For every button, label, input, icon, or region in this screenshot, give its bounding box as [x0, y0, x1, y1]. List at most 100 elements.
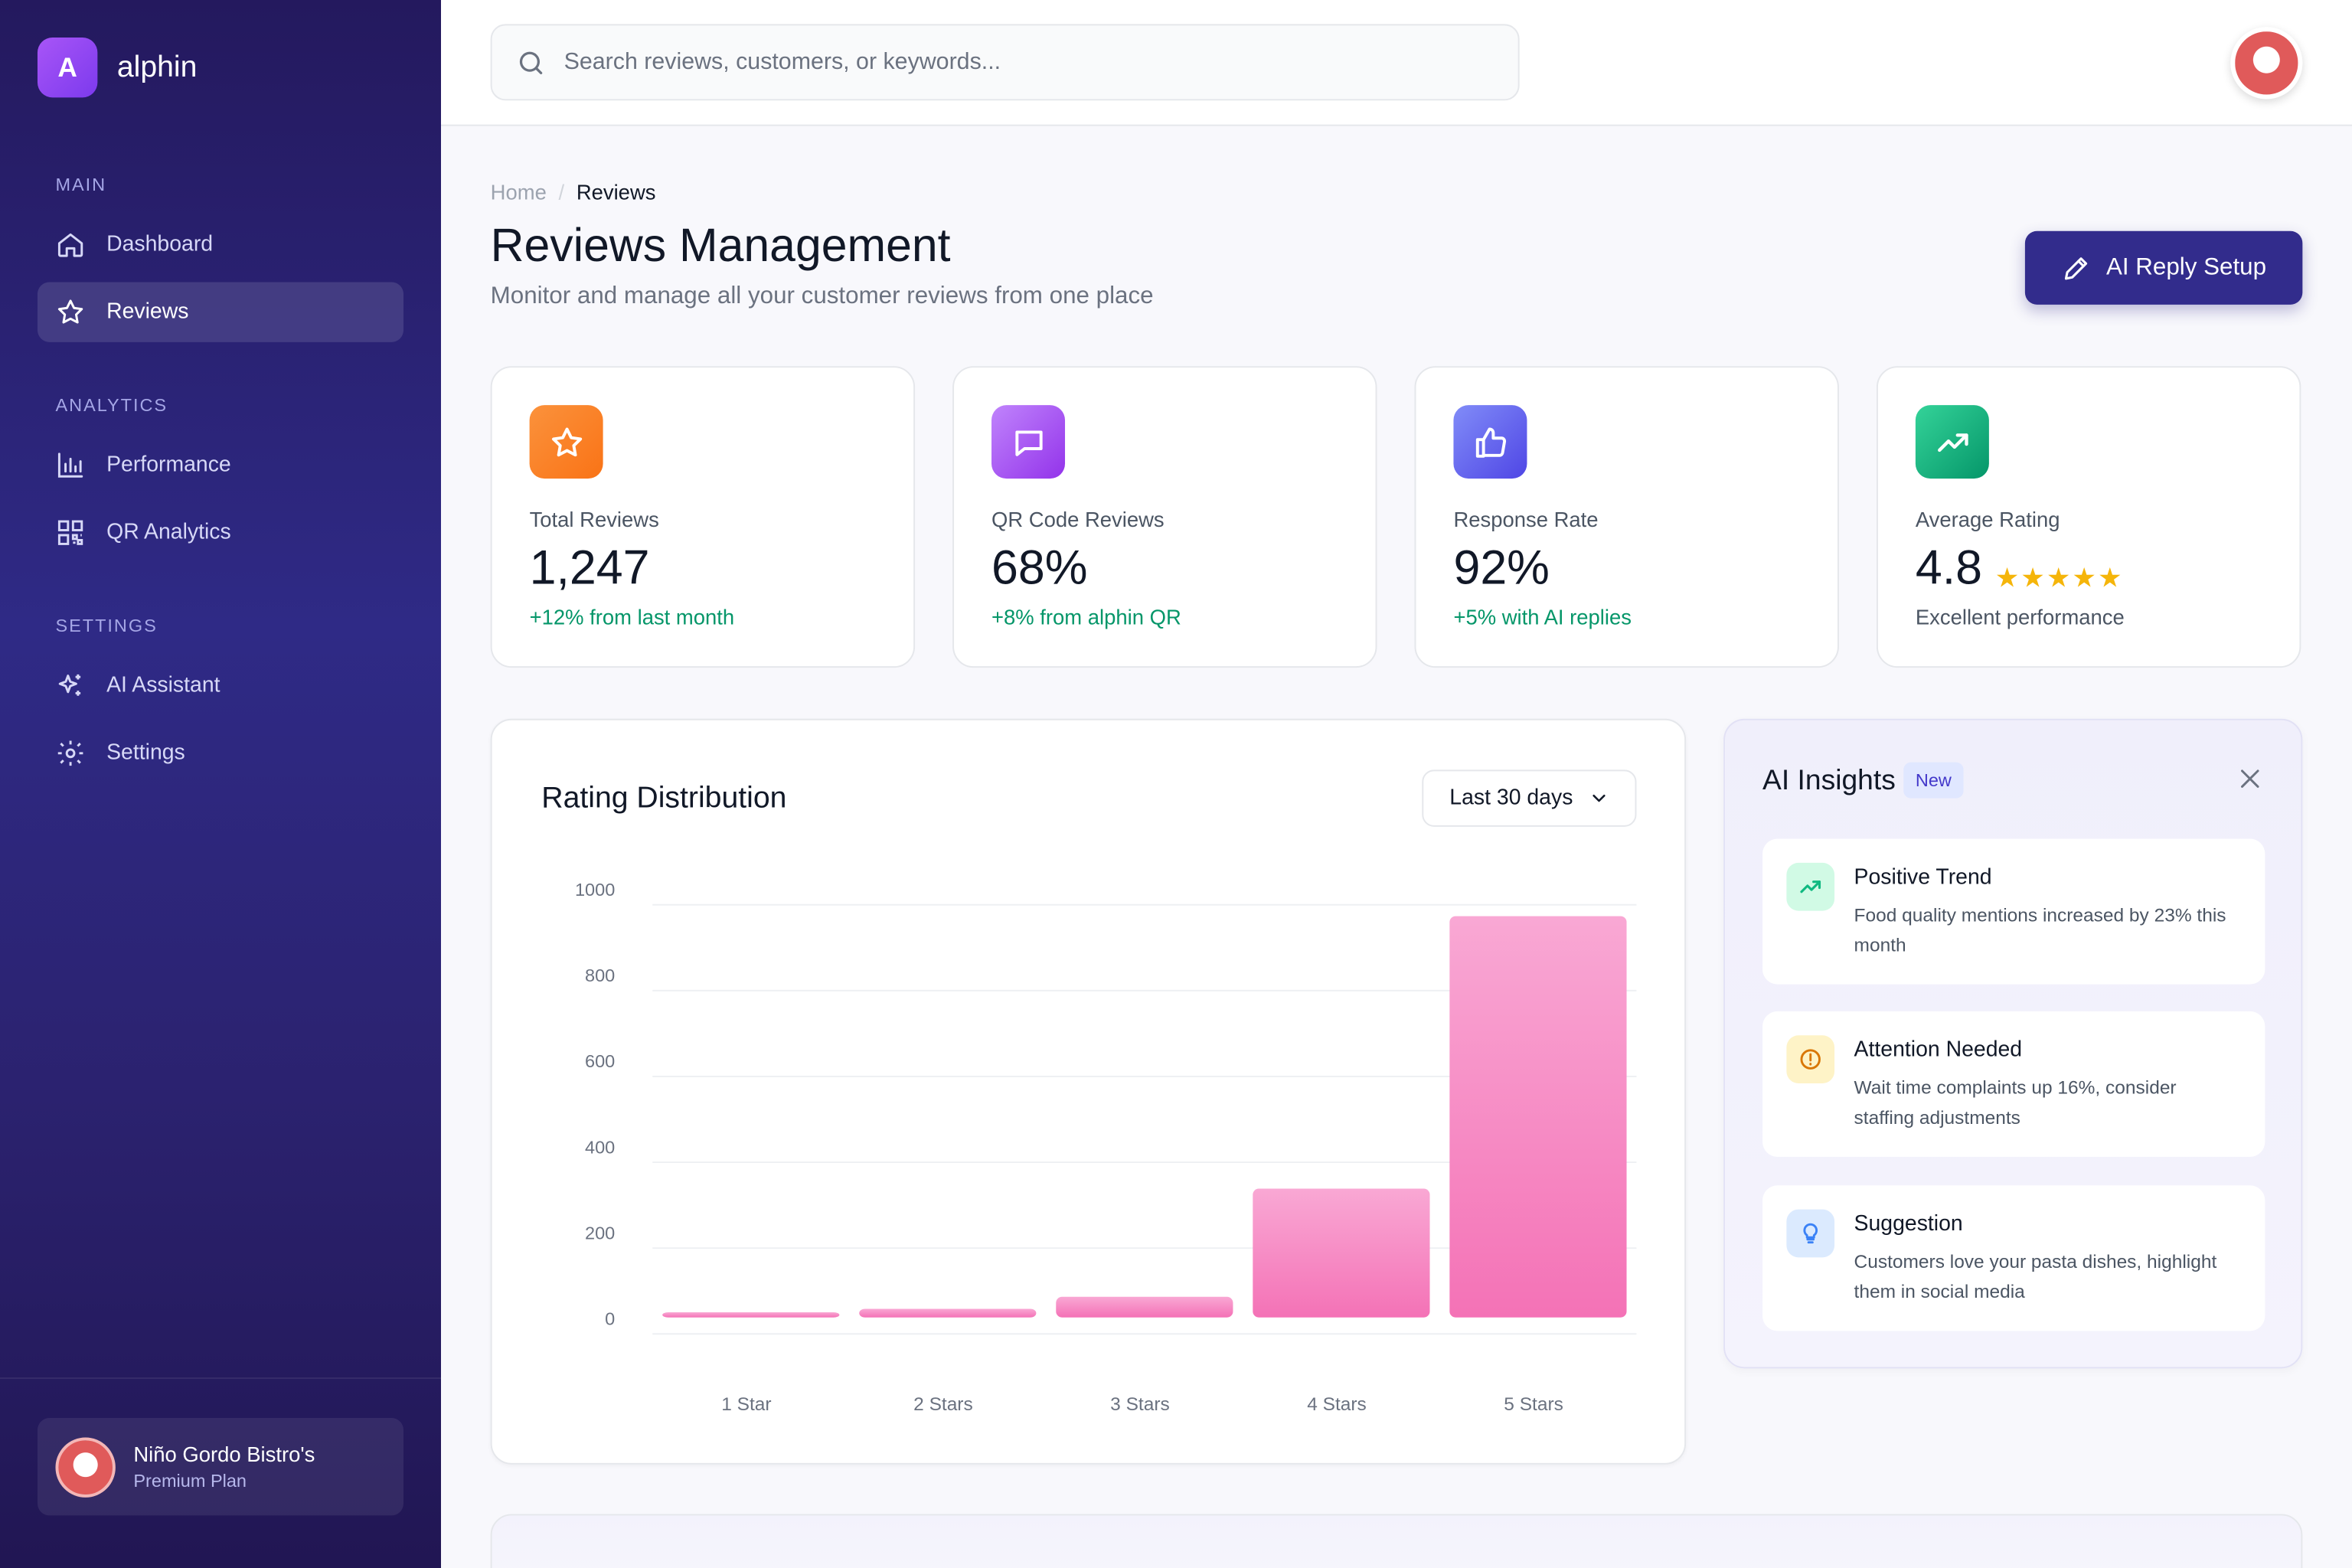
stat-value: 1,247	[529, 540, 650, 595]
insight-text: Wait time complaints up 16%, consider st…	[1854, 1077, 2177, 1129]
sidebar-item-label: AI Assistant	[106, 673, 220, 698]
sidebar-item-label: Reviews	[106, 299, 189, 325]
search-box[interactable]	[490, 24, 1520, 101]
account-name: Niño Gordo Bistro's	[133, 1442, 315, 1466]
page-title: Reviews Management	[490, 219, 951, 272]
stat-card-total-reviews: Total Reviews 1,247 +12% from last month	[490, 366, 916, 668]
qr-code-icon	[57, 520, 83, 545]
stat-note: +12% from last month	[529, 604, 735, 629]
page-subtitle: Monitor and manage all your customer rev…	[490, 283, 1154, 309]
stat-label: Total Reviews	[529, 507, 659, 531]
x-tick-label: 1 Star	[721, 1394, 771, 1415]
stat-label: Response Rate	[1453, 507, 1599, 531]
insight-text: Food quality mentions increased by 23% t…	[1854, 904, 2226, 956]
rating-distribution-chart: 0 200 400 600 800 1000 1 Star 2 Stars 3 Stars 4 S…	[575, 880, 1637, 1415]
reviews-list-card	[490, 1514, 2303, 1568]
sidebar-item-settings[interactable]: Settings	[38, 724, 403, 783]
brand-name: alphin	[116, 50, 198, 83]
ai-reply-setup-label: AI Reply Setup	[2105, 254, 2267, 280]
x-tick-label: 5 Stars	[1504, 1394, 1563, 1415]
bar-chart-icon	[57, 452, 83, 478]
user-avatar[interactable]	[2230, 27, 2303, 100]
rating-distribution-card: Rating Distribution Last 30 days 0 200 400…	[490, 718, 1687, 1465]
bar-2-stars[interactable]	[859, 1308, 1037, 1318]
breadcrumb-current: Reviews	[576, 180, 656, 204]
star-icon	[529, 405, 603, 479]
y-tick-label: 400	[585, 1137, 615, 1157]
gear-icon	[57, 740, 83, 766]
y-tick-label: 800	[585, 965, 615, 985]
date-range-dropdown[interactable]: Last 30 days	[1422, 769, 1637, 827]
bar-4-stars[interactable]	[1253, 1188, 1430, 1318]
date-range-label: Last 30 days	[1449, 786, 1573, 811]
sidebar-item-label: Settings	[106, 741, 185, 766]
pencil-icon	[2065, 256, 2088, 279]
insight-title: Suggestion	[1854, 1212, 1963, 1236]
x-tick-label: 2 Stars	[913, 1394, 973, 1415]
insight-text: Customers love your pasta dishes, highli…	[1854, 1251, 2217, 1303]
home-icon	[57, 233, 83, 257]
search-input[interactable]	[564, 48, 1465, 76]
stat-label: QR Code Reviews	[991, 507, 1165, 531]
bar-5-stars[interactable]	[1449, 916, 1627, 1318]
stat-card-qr-reviews: QR Code Reviews 68% +8% from alphin QR	[952, 366, 1377, 668]
stat-label: Average Rating	[1915, 507, 2060, 531]
chart-title: Rating Distribution	[541, 782, 787, 815]
sparkle-icon	[58, 674, 81, 696]
insight-title: Attention Needed	[1854, 1038, 2023, 1063]
stat-note: Excellent performance	[1915, 604, 2125, 629]
y-tick-label: 1000	[575, 880, 615, 900]
alert-circle-icon	[1786, 1035, 1835, 1083]
account-switcher[interactable]: Niño Gordo Bistro's Premium Plan	[37, 1418, 404, 1516]
stat-card-response-rate: Response Rate 92% +5% with AI replies	[1414, 366, 1839, 668]
stat-value: 4.8	[1915, 540, 1983, 595]
sidebar-item-performance[interactable]: Performance	[38, 435, 403, 495]
section-label-analytics: ANALYTICS	[55, 394, 168, 416]
sidebar-divider	[0, 1377, 442, 1380]
sidebar-item-reviews[interactable]: Reviews	[37, 282, 404, 342]
insight-positive-trend[interactable]: Positive Trend Food quality mentions inc…	[1762, 838, 2265, 985]
stat-note: +5% with AI replies	[1453, 604, 1632, 629]
y-tick-label: 600	[585, 1051, 615, 1071]
section-label-main: MAIN	[55, 174, 107, 195]
x-tick-label: 3 Stars	[1110, 1394, 1170, 1415]
sidebar-item-qr-analytics[interactable]: QR Analytics	[38, 503, 403, 563]
topbar	[441, 0, 2352, 126]
sidebar-item-dashboard[interactable]: Dashboard	[38, 214, 403, 274]
search-icon	[519, 51, 543, 74]
section-label-settings: SETTINGS	[55, 615, 158, 636]
trending-up-icon	[1915, 405, 1989, 479]
thumbs-up-icon	[1453, 405, 1527, 479]
sidebar: A alphin MAIN Dashboard Reviews ANALYTIC…	[0, 0, 442, 1568]
stat-value: 68%	[991, 540, 1088, 595]
sidebar-item-label: Performance	[106, 452, 231, 478]
x-tick-label: 4 Stars	[1307, 1394, 1367, 1415]
y-tick-label: 0	[605, 1309, 615, 1329]
sidebar-item-ai-assistant[interactable]: AI Assistant	[38, 655, 403, 715]
avatar	[55, 1436, 116, 1497]
lightbulb-icon	[1786, 1209, 1835, 1258]
new-badge: New	[1903, 762, 1964, 799]
stat-value: 92%	[1453, 540, 1550, 595]
ai-insights-panel: AI Insights New Positive Trend Food qual…	[1723, 718, 2303, 1369]
bar-1-star[interactable]	[662, 1312, 840, 1318]
insight-suggestion[interactable]: Suggestion Customers love your pasta dis…	[1762, 1185, 2265, 1331]
insight-title: Positive Trend	[1854, 865, 1992, 890]
insights-title: AI Insights	[1762, 765, 1896, 797]
insight-attention-needed[interactable]: Attention Needed Wait time complaints up…	[1762, 1011, 2265, 1158]
close-icon[interactable]	[2236, 766, 2263, 792]
brand-logo: A	[37, 37, 98, 98]
breadcrumb-home[interactable]: Home	[490, 180, 547, 204]
breadcrumb: Home / Reviews	[491, 180, 656, 204]
bar-3-stars[interactable]	[1056, 1296, 1233, 1318]
stat-note: +8% from alphin QR	[991, 604, 1181, 629]
trending-up-icon	[1786, 862, 1835, 911]
chat-bubble-icon	[991, 405, 1066, 479]
brand[interactable]: A alphin	[37, 37, 198, 98]
rating-stars: ★★★★★	[1994, 562, 2124, 593]
ai-reply-setup-button[interactable]: AI Reply Setup	[2024, 230, 2303, 305]
stat-card-average-rating: Average Rating 4.8 ★★★★★ Excellent perfo…	[1876, 366, 2301, 668]
chevron-down-icon	[1592, 794, 1605, 802]
y-tick-label: 200	[585, 1223, 615, 1243]
